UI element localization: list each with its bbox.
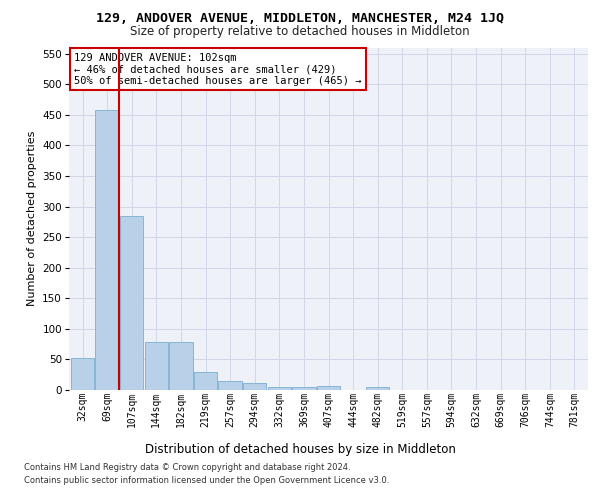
Y-axis label: Number of detached properties: Number of detached properties — [27, 131, 37, 306]
Bar — [292, 387, 316, 390]
Bar — [218, 381, 242, 390]
Bar — [95, 110, 119, 390]
Bar — [268, 387, 291, 390]
Text: Distribution of detached houses by size in Middleton: Distribution of detached houses by size … — [145, 442, 455, 456]
Bar — [169, 342, 193, 390]
Bar — [120, 216, 143, 390]
Bar — [145, 342, 168, 390]
Text: 129, ANDOVER AVENUE, MIDDLETON, MANCHESTER, M24 1JQ: 129, ANDOVER AVENUE, MIDDLETON, MANCHEST… — [96, 12, 504, 26]
Bar — [194, 372, 217, 390]
Bar — [243, 384, 266, 390]
Text: Contains public sector information licensed under the Open Government Licence v3: Contains public sector information licen… — [24, 476, 389, 485]
Text: Size of property relative to detached houses in Middleton: Size of property relative to detached ho… — [130, 25, 470, 38]
Bar — [317, 386, 340, 390]
Bar — [366, 387, 389, 390]
Text: Contains HM Land Registry data © Crown copyright and database right 2024.: Contains HM Land Registry data © Crown c… — [24, 462, 350, 471]
Bar — [71, 358, 94, 390]
Text: 129 ANDOVER AVENUE: 102sqm
← 46% of detached houses are smaller (429)
50% of sem: 129 ANDOVER AVENUE: 102sqm ← 46% of deta… — [74, 52, 362, 86]
